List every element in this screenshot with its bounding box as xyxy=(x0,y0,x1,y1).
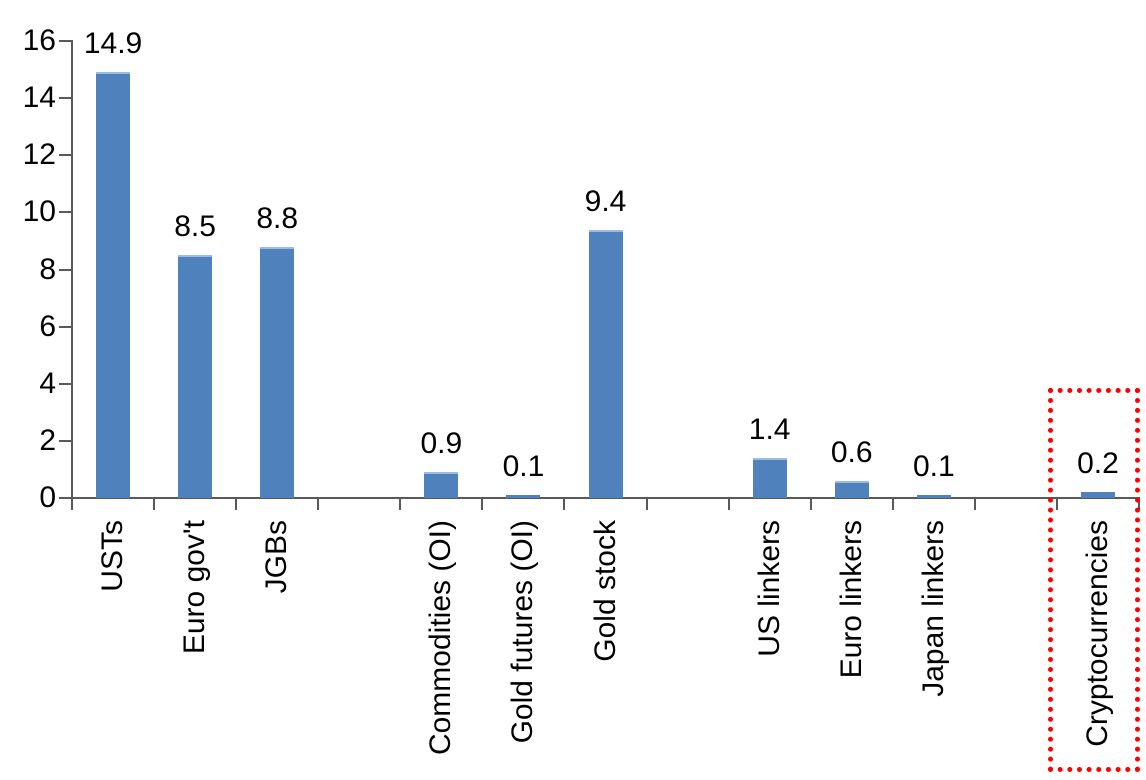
category-label: Euro linkers xyxy=(834,520,868,679)
category-label: Gold futures (OI) xyxy=(506,520,540,744)
x-tick xyxy=(563,498,566,510)
x-tick xyxy=(973,498,976,510)
x-tick xyxy=(809,498,812,510)
bar-value-label: 9.4 xyxy=(584,184,627,218)
y-tick-label: 10 xyxy=(22,195,56,229)
y-axis-line xyxy=(71,40,73,498)
x-axis-line xyxy=(60,497,1140,499)
x-tick xyxy=(153,498,156,510)
x-tick xyxy=(235,498,238,510)
bar xyxy=(506,495,541,498)
y-tick-label: 12 xyxy=(22,138,56,172)
y-tick xyxy=(59,382,72,385)
category-label: USTs xyxy=(96,520,130,592)
y-tick xyxy=(59,268,72,271)
bar-value-label: 1.4 xyxy=(748,413,791,446)
y-tick-label: 4 xyxy=(39,366,56,400)
x-tick xyxy=(71,498,73,510)
bar-value-label: 0.1 xyxy=(502,450,545,484)
y-tick-label: 8 xyxy=(39,252,56,286)
bar-value-label: 8.8 xyxy=(256,201,299,235)
y-tick-label: 14 xyxy=(22,81,56,115)
bar-value-label: 0.6 xyxy=(830,435,873,469)
bar-value-label: 0.9 xyxy=(420,427,463,461)
highlight-box xyxy=(1048,388,1140,772)
bar xyxy=(96,72,131,498)
bar-value-label: 8.5 xyxy=(174,210,216,244)
bar xyxy=(752,458,787,498)
y-tick-label: 2 xyxy=(39,423,56,457)
x-tick xyxy=(891,498,894,510)
x-tick xyxy=(1055,498,1058,510)
bar xyxy=(260,246,295,498)
bar-value-label: 0.1 xyxy=(912,450,955,484)
category-label: JGBs xyxy=(260,520,294,594)
y-tick-label: 6 xyxy=(39,309,56,343)
y-tick-label: 0 xyxy=(39,481,56,514)
category-label: US linkers xyxy=(752,520,786,657)
category-label: Commodities (OI) xyxy=(424,520,458,756)
x-tick xyxy=(645,498,648,510)
category-label: Gold stock xyxy=(588,520,622,662)
bar xyxy=(424,472,459,498)
bar-value-label: 14.9 xyxy=(83,27,143,61)
y-tick xyxy=(59,325,72,328)
y-tick xyxy=(59,40,72,42)
bar xyxy=(588,229,623,498)
y-tick xyxy=(59,211,72,214)
x-tick xyxy=(481,498,484,510)
bar xyxy=(834,480,869,498)
x-tick xyxy=(317,498,320,510)
y-tick xyxy=(59,497,72,499)
y-tick xyxy=(59,97,72,100)
bar xyxy=(178,255,213,498)
bar xyxy=(916,495,951,498)
y-tick-label: 16 xyxy=(22,24,56,57)
category-label: Japan linkers xyxy=(916,520,950,697)
y-tick xyxy=(59,439,72,442)
category-label: Euro gov't xyxy=(178,520,212,655)
bar-value-label: 0.2 xyxy=(1077,447,1119,481)
y-tick xyxy=(59,154,72,157)
x-tick xyxy=(399,498,402,510)
bar xyxy=(1080,492,1115,498)
x-tick xyxy=(727,498,730,510)
